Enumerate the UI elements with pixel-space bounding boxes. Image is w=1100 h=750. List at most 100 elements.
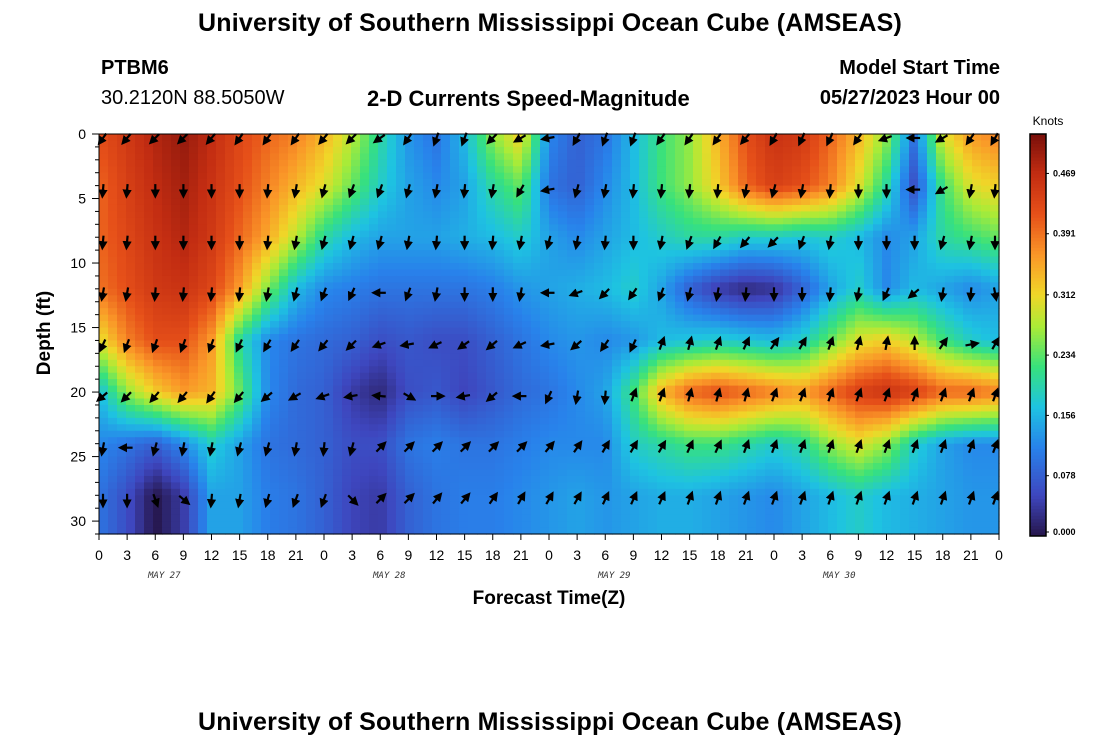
heatmap-cell <box>144 353 154 361</box>
heatmap-cell <box>99 217 109 225</box>
heatmap-cell <box>927 437 937 445</box>
heatmap-cell <box>657 224 667 232</box>
heatmap-cell <box>171 321 181 329</box>
heatmap-cell <box>585 243 595 251</box>
heatmap-cell <box>333 140 343 148</box>
heatmap-cell <box>108 392 118 400</box>
heatmap-cell <box>522 256 532 264</box>
heatmap-cell <box>468 269 478 277</box>
heatmap-cell <box>117 204 127 213</box>
heatmap-cell <box>945 379 955 387</box>
heatmap-cell <box>108 301 118 309</box>
heatmap-cell <box>621 308 631 316</box>
heatmap-cell <box>855 146 865 154</box>
heatmap-cell <box>603 301 613 309</box>
heatmap-cell <box>414 295 424 303</box>
heatmap-cell <box>576 340 586 348</box>
heatmap-cell <box>243 275 253 283</box>
heatmap-cell <box>198 179 208 187</box>
heatmap-cell <box>342 198 352 206</box>
heatmap-cell <box>819 404 829 413</box>
heatmap-cell <box>216 140 226 148</box>
heatmap-cell <box>279 430 289 438</box>
heatmap-cell <box>945 204 955 213</box>
heatmap-cell <box>297 172 307 180</box>
heatmap-cell <box>549 146 559 154</box>
heatmap-cell <box>558 179 568 187</box>
heatmap-cell <box>324 192 334 200</box>
heatmap-cell <box>927 198 937 206</box>
heatmap-cell <box>756 366 766 374</box>
heatmap-cell <box>648 172 658 180</box>
heatmap-cell <box>693 314 703 322</box>
heatmap-cell <box>162 404 172 413</box>
heatmap-cell <box>873 437 883 445</box>
heatmap-cell <box>576 204 586 213</box>
heatmap-cell <box>756 140 766 148</box>
heatmap-cell <box>108 230 118 238</box>
heatmap-cell <box>801 379 811 387</box>
heatmap-cell <box>468 353 478 361</box>
heatmap-cell <box>639 134 649 142</box>
heatmap-cell <box>639 321 649 329</box>
heatmap-cell <box>162 295 172 303</box>
heatmap-cell <box>306 198 316 206</box>
heatmap-cell <box>144 288 154 296</box>
heatmap-cell <box>99 437 109 445</box>
heatmap-cell <box>972 411 982 419</box>
heatmap-cell <box>387 172 397 180</box>
heatmap-cell <box>153 250 163 258</box>
heatmap-cell <box>225 430 235 438</box>
heatmap-cell <box>612 366 622 374</box>
heatmap-cell <box>162 224 172 232</box>
heatmap-cell <box>297 282 307 290</box>
heatmap-cell <box>693 411 703 419</box>
heatmap-cell <box>792 250 802 258</box>
heatmap-cell <box>144 224 154 232</box>
heatmap-cell <box>468 256 478 264</box>
heatmap-cell <box>333 211 343 219</box>
heatmap-cell <box>513 359 523 367</box>
heatmap-cell <box>270 295 280 303</box>
heatmap-cell <box>270 230 280 238</box>
heatmap-cell <box>792 301 802 309</box>
heatmap-cell <box>441 437 451 445</box>
heatmap-cell <box>216 398 226 406</box>
heatmap-cell <box>279 288 289 296</box>
heatmap-cell <box>369 172 379 180</box>
heatmap-cell <box>693 379 703 387</box>
heatmap-cell <box>207 153 217 161</box>
heatmap-cell <box>738 404 748 413</box>
heatmap-cell <box>450 243 460 251</box>
heatmap-cell <box>990 437 1000 445</box>
heatmap-cell <box>846 353 856 361</box>
heatmap-cell <box>675 366 685 374</box>
heatmap-cell <box>720 192 730 200</box>
heatmap-cell <box>261 230 271 238</box>
heatmap-cell <box>585 172 595 180</box>
heatmap-cell <box>558 327 568 335</box>
heatmap-cell <box>522 327 532 335</box>
heatmap-cell <box>468 153 478 161</box>
heatmap-cell <box>792 327 802 335</box>
heatmap-cell <box>846 275 856 283</box>
heatmap-cell <box>513 282 523 290</box>
heatmap-cell <box>648 211 658 219</box>
heatmap-cell <box>342 256 352 264</box>
heatmap-cell <box>144 166 154 174</box>
heatmap-cell <box>846 243 856 251</box>
heatmap-cell <box>612 146 622 154</box>
heatmap-cell <box>117 159 127 167</box>
heatmap-cell <box>666 443 676 451</box>
heatmap-cell <box>288 256 298 264</box>
heatmap-cell <box>558 217 568 225</box>
heatmap-cell <box>765 172 775 180</box>
heatmap-cell <box>540 256 550 264</box>
heatmap-cell <box>135 443 145 451</box>
heatmap-cell <box>117 146 127 154</box>
heatmap-cell <box>270 340 280 348</box>
heatmap-cell <box>801 372 811 380</box>
heatmap-cell <box>513 269 523 277</box>
heatmap-cell <box>927 430 937 438</box>
heatmap-cell <box>279 179 289 187</box>
